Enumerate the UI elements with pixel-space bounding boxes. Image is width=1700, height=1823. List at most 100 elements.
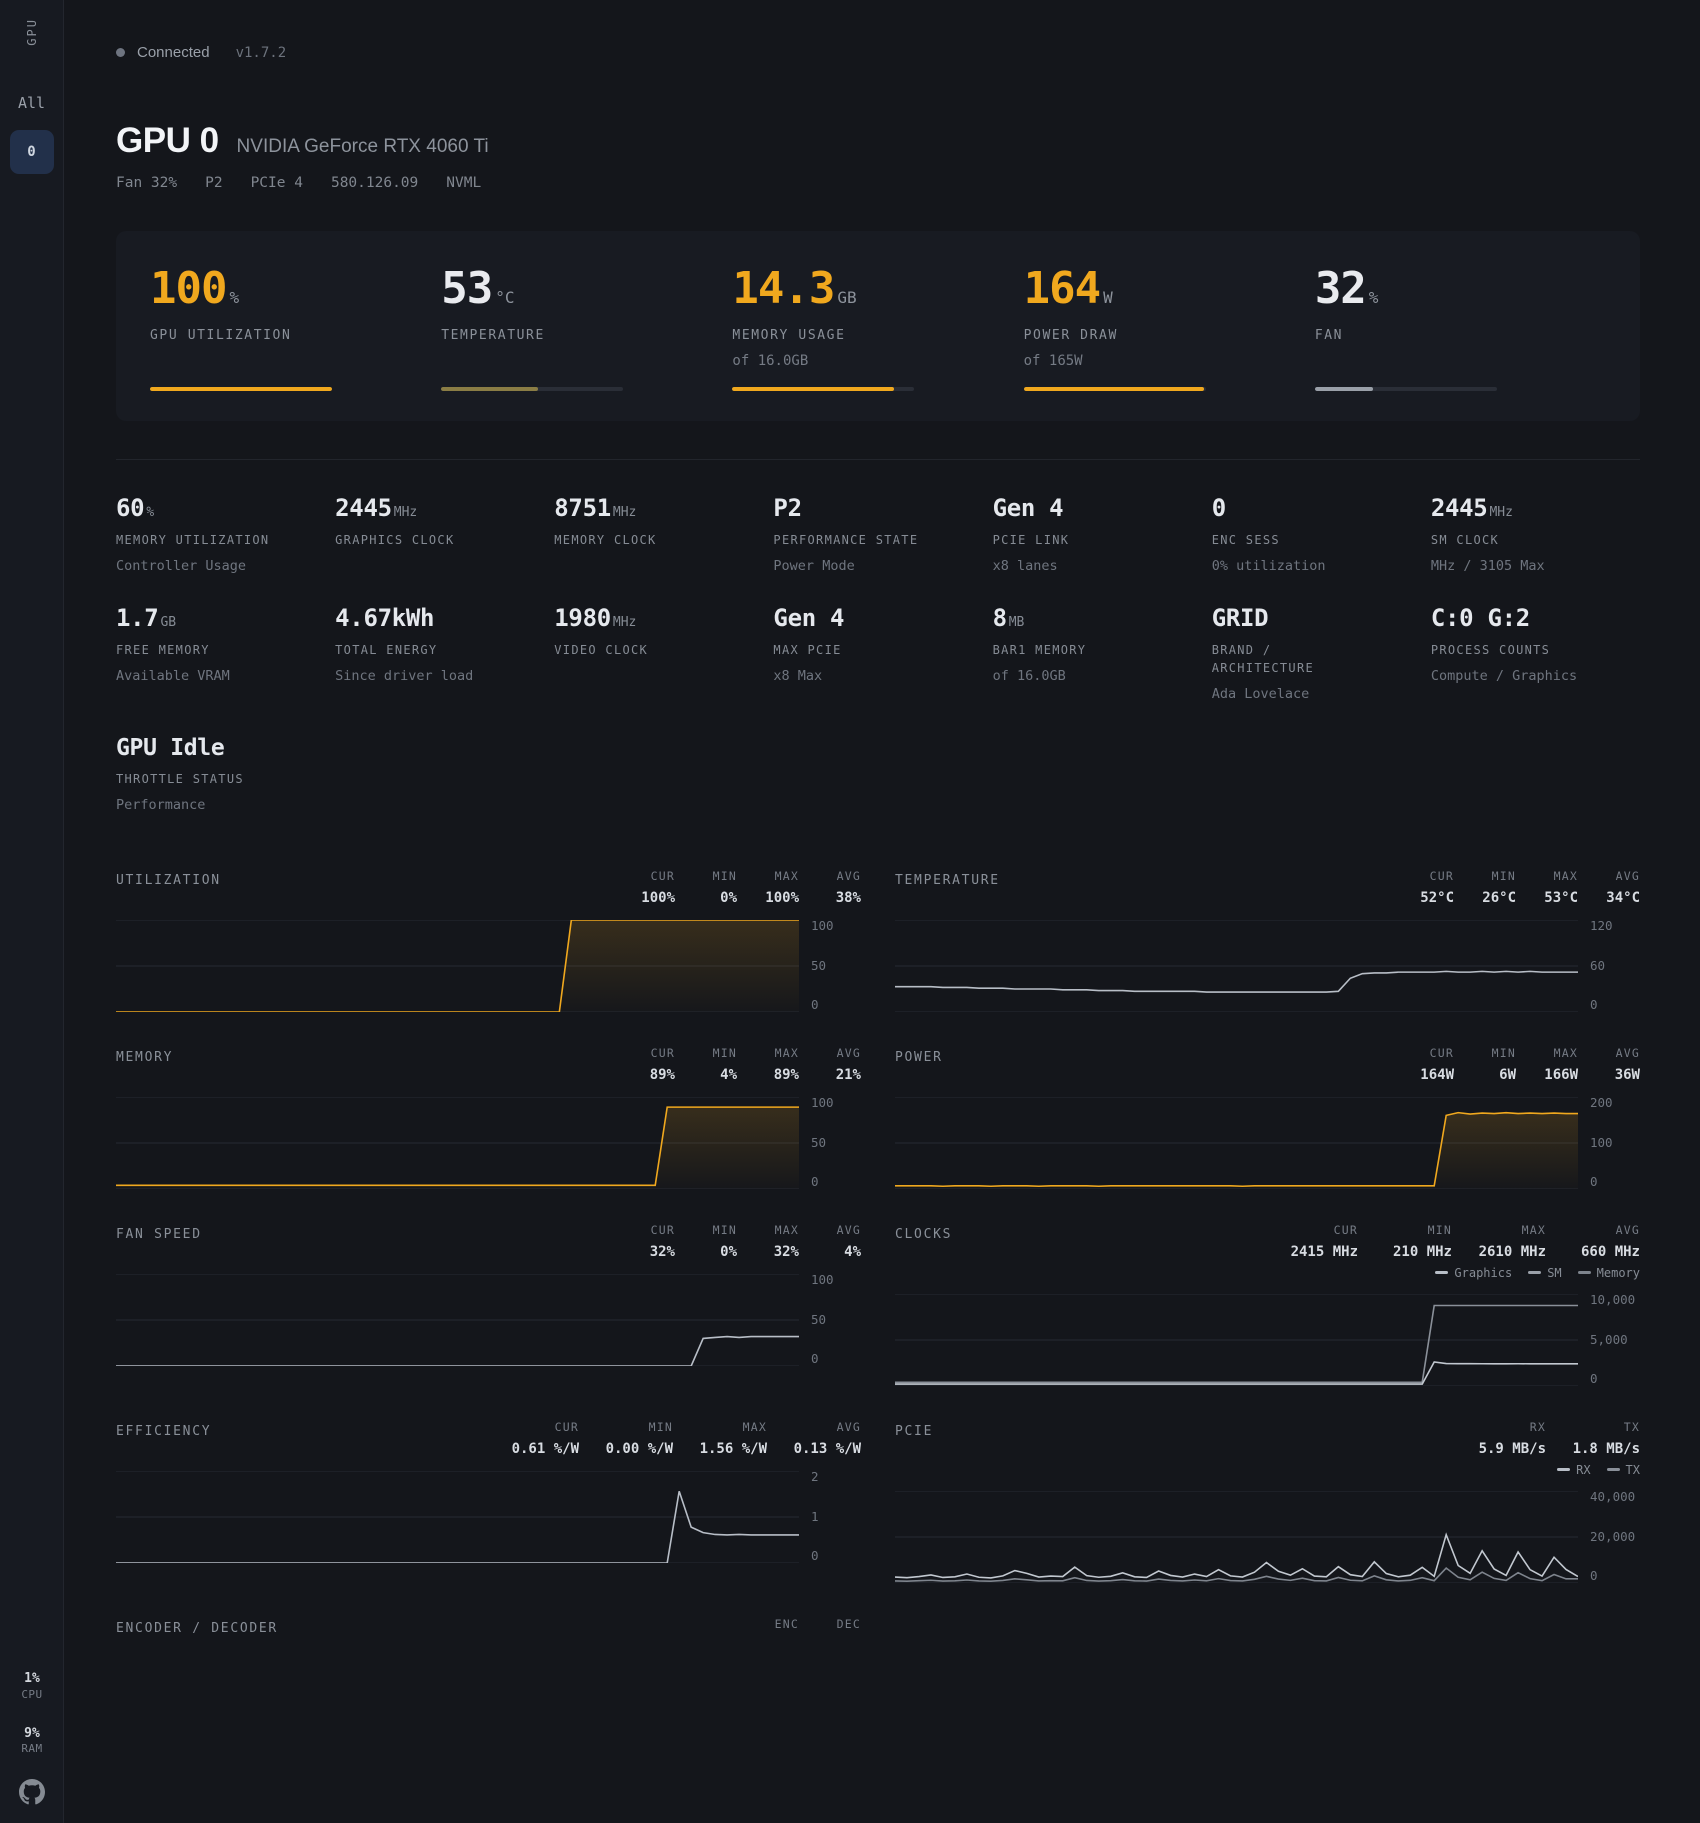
sidebar-item-gpu-0[interactable]: 0: [9, 129, 54, 174]
chart-summary-stats: CUR 164W MIN 6W MAX 166W AVG 36W: [1392, 1046, 1640, 1083]
stat-video-clock: 1980 MHz VIDEO CLOCK: [554, 604, 763, 704]
chart-plot-area[interactable]: [116, 1470, 799, 1563]
chart-y-axis: 100 50 0: [799, 919, 861, 1012]
status-bar: Connected v1.7.2: [116, 44, 1640, 61]
chart-stat-avg: AVG 660 MHz: [1546, 1223, 1640, 1260]
encdec-stat-enc: ENC: [737, 1617, 799, 1638]
chart-header: MEMORY CUR 89% MIN 4% MAX 89% AVG 21%: [116, 1046, 861, 1083]
y-axis-tick: 0: [811, 1548, 819, 1564]
chart-plot-area[interactable]: [895, 1096, 1578, 1189]
chart-plot-area[interactable]: [895, 919, 1578, 1012]
metric-value: 14.3: [732, 263, 835, 314]
chart-title: POWER: [895, 1049, 943, 1065]
stat-value: 2445: [335, 494, 392, 522]
chart-fan-speed: FAN SPEED CUR 32% MIN 0% MAX 32% AVG 4% 100 50 0: [116, 1223, 861, 1386]
stat-label: SM CLOCK: [1430, 533, 1500, 547]
page-title: GPU 0: [116, 121, 219, 160]
stat-sub: Since driver load: [335, 668, 474, 685]
ram-value: 9%: [24, 1725, 40, 1741]
chart-stat-min: MIN 0%: [675, 1223, 737, 1260]
chart-header: FAN SPEED CUR 32% MIN 0% MAX 32% AVG 4%: [116, 1223, 861, 1260]
stat-label: MAX PCIE: [773, 643, 842, 658]
y-axis-tick: 20,000: [1590, 1528, 1636, 1544]
stat-sub: Controller Usage: [116, 558, 247, 574]
chart-clocks: CLOCKS CUR 2415 MHz MIN 210 MHz MAX 2610 MHz AV…: [895, 1223, 1640, 1386]
chart-stat-avg: AVG 34°C: [1578, 869, 1640, 906]
chart-stat-value: 5.9 MB/s: [1478, 1440, 1546, 1457]
chart-stat-value: 100%: [641, 889, 675, 906]
chart-stat-cur: CUR 2415 MHz: [1264, 1223, 1358, 1260]
chart-plot-area[interactable]: [116, 1273, 799, 1366]
metric-progress-bar: [1314, 387, 1497, 391]
y-axis-tick: 60: [1590, 957, 1606, 973]
stat-unit: MHz: [612, 615, 637, 631]
chart-plot-area[interactable]: [116, 1096, 799, 1189]
detail-stats-grid: 60% MEMORY UTILIZATION Controller Usage 244…: [116, 494, 1640, 705]
legend-item-rx[interactable]: RX: [1557, 1462, 1591, 1477]
chart-stat-key: CUR: [1429, 1045, 1454, 1060]
chart-stat-key: MIN: [648, 1419, 673, 1434]
chart-header: EFFICIENCY CUR 0.61 %/W MIN 0.00 %/W MAX 1.56 …: [116, 1420, 861, 1457]
connection-status-dot: [116, 48, 125, 57]
legend-swatch-icon: [1577, 1271, 1591, 1275]
chart-stat-value: 36W: [1614, 1066, 1640, 1083]
encdec-stat-key: DEC: [836, 1616, 861, 1631]
chart-plot-area[interactable]: [116, 919, 799, 1012]
y-axis-tick: 50: [811, 1311, 827, 1327]
chart-stat-key: AVG: [1615, 868, 1640, 883]
stat-unit: MB: [1008, 615, 1025, 631]
chart-header: PCIE RX 5.9 MB/s TX 1.8 MB/s: [895, 1420, 1640, 1457]
legend-label: RX: [1576, 1462, 1591, 1477]
y-axis-tick: 50: [811, 957, 827, 973]
gpu-meta-item: NVML: [446, 175, 482, 191]
stat-graphics-clock: 2445 MHz GRAPHICS CLOCK: [335, 494, 544, 576]
legend-item-tx[interactable]: TX: [1606, 1463, 1640, 1477]
chart-summary-stats: RX 5.9 MB/s TX 1.8 MB/s: [1452, 1420, 1640, 1457]
legend-item-graphics[interactable]: Graphics: [1435, 1266, 1512, 1280]
github-icon[interactable]: [19, 1779, 45, 1805]
chart-stat-key: MAX: [742, 1419, 767, 1434]
chart-plot-area[interactable]: [895, 1293, 1578, 1386]
gpu-meta-item: 580.126.09: [330, 175, 419, 191]
chart-title: UTILIZATION: [116, 872, 221, 888]
legend-item-sm[interactable]: SM: [1528, 1266, 1562, 1280]
stat-value: C:0 G:2: [1430, 604, 1530, 633]
metric-value: 100: [150, 263, 227, 314]
chart-stat-value: 52°C: [1420, 889, 1454, 906]
legend-label: Memory: [1596, 1265, 1640, 1280]
legend-item-memory[interactable]: Memory: [1577, 1265, 1640, 1280]
stat-value: Gen 4: [773, 604, 845, 633]
cpu-meter: 1% CPU: [21, 1670, 42, 1702]
stat-unit: GB: [160, 615, 177, 631]
sidebar-footer: 1% CPU 9% RAM: [0, 1670, 64, 1805]
metric-progress-bar: [441, 387, 624, 391]
y-axis-tick: 0: [811, 1351, 819, 1367]
chart-legend: RX TX: [895, 1463, 1640, 1477]
throttle-status-block: GPU Idle THROTTLE STATUS Performance: [116, 735, 1640, 815]
y-axis-tick: 10,000: [1590, 1291, 1636, 1307]
chart-body: 100 50 0: [116, 1273, 861, 1367]
chart-stat-key: CUR: [554, 1419, 579, 1434]
stat-brand-architecture: GRID BRAND / ARCHITECTURE Ada Lovelace: [1212, 604, 1421, 704]
chart-stat-rx: RX 5.9 MB/s: [1452, 1420, 1546, 1457]
chart-stat-key: MAX: [1553, 868, 1578, 883]
sidebar-item-all[interactable]: All: [17, 93, 46, 112]
chart-header: TEMPERATURE CUR 52°C MIN 26°C MAX 53°C AVG 34°C: [895, 869, 1640, 906]
stat-free-memory: 1.7 GB FREE MEMORY Available VRAM: [116, 604, 325, 704]
chart-legend: Graphics SM Memory: [895, 1266, 1640, 1280]
chart-stat-value: 32%: [773, 1243, 799, 1260]
stat-label: BAR1 MEMORY: [992, 643, 1087, 658]
chart-stat-key: AVG: [1615, 1045, 1640, 1060]
chart-stat-value: 53°C: [1544, 889, 1578, 906]
chart-stat-value: 0.61 %/W: [511, 1440, 579, 1457]
chart-stat-value: 34°C: [1606, 889, 1640, 906]
chart-stat-value: 0%: [720, 1243, 737, 1260]
stat-sub: Available VRAM: [116, 668, 230, 685]
chart-header: CLOCKS CUR 2415 MHz MIN 210 MHz MAX 2610 MHz AV…: [895, 1223, 1640, 1260]
chart-plot-area[interactable]: [895, 1490, 1578, 1583]
chart-stat-key: MIN: [712, 1045, 737, 1060]
chart-y-axis: 120 60 0: [1578, 919, 1640, 1012]
chart-stat-key: MAX: [774, 1045, 799, 1060]
chart-summary-stats: CUR 89% MIN 4% MAX 89% AVG 21%: [613, 1046, 861, 1083]
metric-sub: [150, 353, 417, 371]
